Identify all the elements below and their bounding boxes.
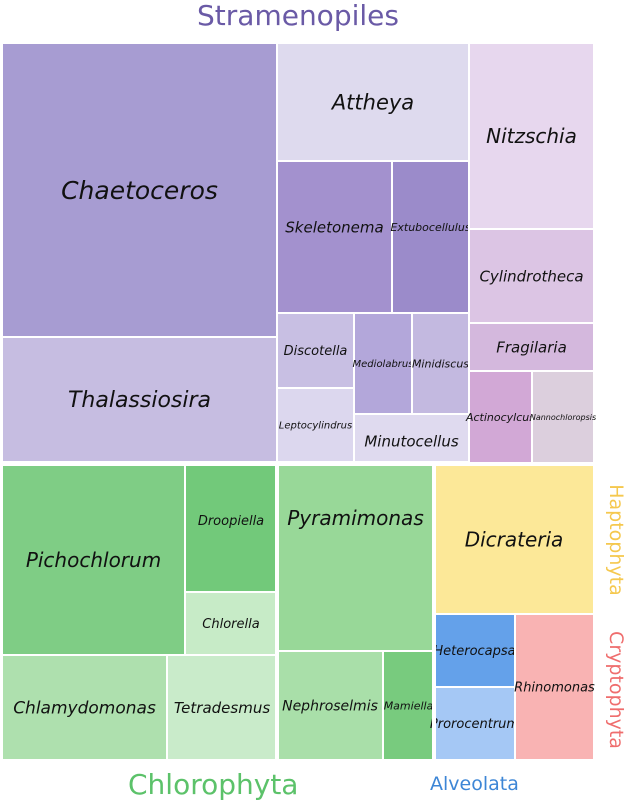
treemap-cell-prorocentrum: Prorocentrum xyxy=(430,686,519,761)
treemap-label-cylindrotheca: Cylindrotheca xyxy=(479,267,583,285)
treemap-label-skeletonema: Skeletonema xyxy=(285,218,383,236)
treemap-cell-chlorella: Chlorella xyxy=(184,591,278,656)
group-label-chlorophyta: Chlorophyta xyxy=(128,768,299,801)
treemap-label-nitzschia: Nitzschia xyxy=(486,124,577,148)
treemap-cell-mediolabrus: Mediolabrus xyxy=(353,312,414,415)
treemap-rect-chlamydomonas xyxy=(1,654,168,761)
treemap-cell-nitzschia: Nitzschia xyxy=(468,42,595,230)
treemap-rect-cylindrotheca xyxy=(468,228,595,324)
treemap-cell-thalassiosira: Thalassiosira xyxy=(1,336,278,463)
treemap-label-mediolabrus: Mediolabrus xyxy=(353,359,414,370)
group-label-stramenopiles: Stramenopiles xyxy=(197,0,399,32)
treemap-rect-pyramimonas xyxy=(276,464,435,652)
treemap-label-chlorella: Chlorella xyxy=(202,617,259,632)
treemap-label-dicrateria: Dicrateria xyxy=(465,528,564,552)
treemap-rect-nitzschia xyxy=(468,42,595,230)
treemap-cell-discotella: Discotella xyxy=(276,312,355,389)
treemap-label-chlamydomonas: Chlamydomonas xyxy=(13,698,156,718)
treemap-cell-rhinomonas: Rhinomonas xyxy=(514,613,595,761)
treemap-label-nephroselmis: Nephroselmis xyxy=(282,698,378,714)
treemap-label-tetradesmus: Tetradesmus xyxy=(174,699,270,717)
treemap-label-attheya: Attheya xyxy=(330,90,414,114)
treemap-cell-chaetoceros: Chaetoceros xyxy=(1,42,278,338)
treemap-cell-tetradesmus: Tetradesmus xyxy=(166,654,278,761)
treemap-label-actinocylcus: Actinocylcus xyxy=(465,411,535,424)
treemap-label-minidiscus: Minidiscus xyxy=(412,357,469,370)
treemap-label-mamiella: Mamiella xyxy=(384,699,434,712)
treemap-label-extubocellulus: Extubocellulus xyxy=(390,221,470,234)
treemap-label-discotella: Discotella xyxy=(284,344,348,359)
treemap-label-fragilaria: Fragilaria xyxy=(496,338,567,356)
treemap-label-chaetoceros: Chaetoceros xyxy=(61,176,218,205)
treemap-rect-prorocentrum xyxy=(433,686,516,761)
treemap-label-thalassiosira: Thalassiosira xyxy=(68,388,211,413)
treemap-cell-cylindrotheca: Cylindrotheca xyxy=(468,228,595,324)
treemap-rect-rhinomonas xyxy=(514,613,595,761)
treemap-label-leptocylindrus: Leptocylindrus xyxy=(279,421,352,432)
treemap-cell-actinocylcus: Actinocylcus xyxy=(465,370,535,464)
treemap-cell-nannochloropsis: Nannochloropsis xyxy=(530,370,596,464)
treemap-label-prorocentrum: Prorocentrum xyxy=(430,717,519,732)
treemap-rect-thalassiosira xyxy=(1,336,278,463)
treemap-cell-minutocellus: Minutocellus xyxy=(353,413,470,463)
treemap-label-pyramimonas: Pyramimonas xyxy=(287,506,423,530)
treemap-cell-fragilaria: Fragilaria xyxy=(468,322,595,372)
treemap-cell-pichochlorum: Pichochlorum xyxy=(1,464,186,656)
treemap-cell-chlamydomonas: Chlamydomonas xyxy=(1,654,168,761)
treemap-cell-leptocylindrus: Leptocylindrus xyxy=(276,387,355,463)
group-label-alveolata: Alveolata xyxy=(430,773,519,795)
treemap-cell-minidiscus: Minidiscus xyxy=(411,312,470,415)
treemap-rect-mediolabrus xyxy=(353,312,413,415)
treemap-cell-dicrateria: Dicrateria xyxy=(433,464,595,615)
treemap-label-minutocellus: Minutocellus xyxy=(364,432,458,450)
treemap-rect-dicrateria xyxy=(433,464,595,615)
treemap-label-nannochloropsis: Nannochloropsis xyxy=(530,413,596,422)
treemap-cell-droopiella: Droopiella xyxy=(184,464,278,593)
treemap-rect-nannochloropsis xyxy=(531,370,595,464)
treemap-cell-pyramimonas: Pyramimonas xyxy=(276,464,435,652)
treemap-cell-heterocapsa: Heterocapsa xyxy=(433,613,516,688)
treemap-label-pichochlorum: Pichochlorum xyxy=(26,548,161,572)
treemap-label-droopiella: Droopiella xyxy=(198,514,264,529)
treemap-label-rhinomonas: Rhinomonas xyxy=(514,681,595,696)
treemap-rect-minutocellus xyxy=(353,413,470,463)
treemap-rect-tetradesmus xyxy=(166,654,278,761)
treemap-cell-skeletonema: Skeletonema xyxy=(276,160,393,314)
treemap-rect-skeletonema xyxy=(276,160,393,314)
treemap-cell-mamiella: Mamiella xyxy=(382,650,435,761)
treemap-cell-attheya: Attheya xyxy=(276,42,470,162)
treemap-cell-nephroselmis: Nephroselmis xyxy=(276,650,384,761)
treemap-rect-fragilaria xyxy=(468,322,595,372)
treemap-cell-extubocellulus: Extubocellulus xyxy=(390,160,471,314)
treemap-rect-attheya xyxy=(276,42,470,162)
treemap-rect-extubocellulus xyxy=(391,160,470,314)
treemap-label-heterocapsa: Heterocapsa xyxy=(433,644,515,659)
